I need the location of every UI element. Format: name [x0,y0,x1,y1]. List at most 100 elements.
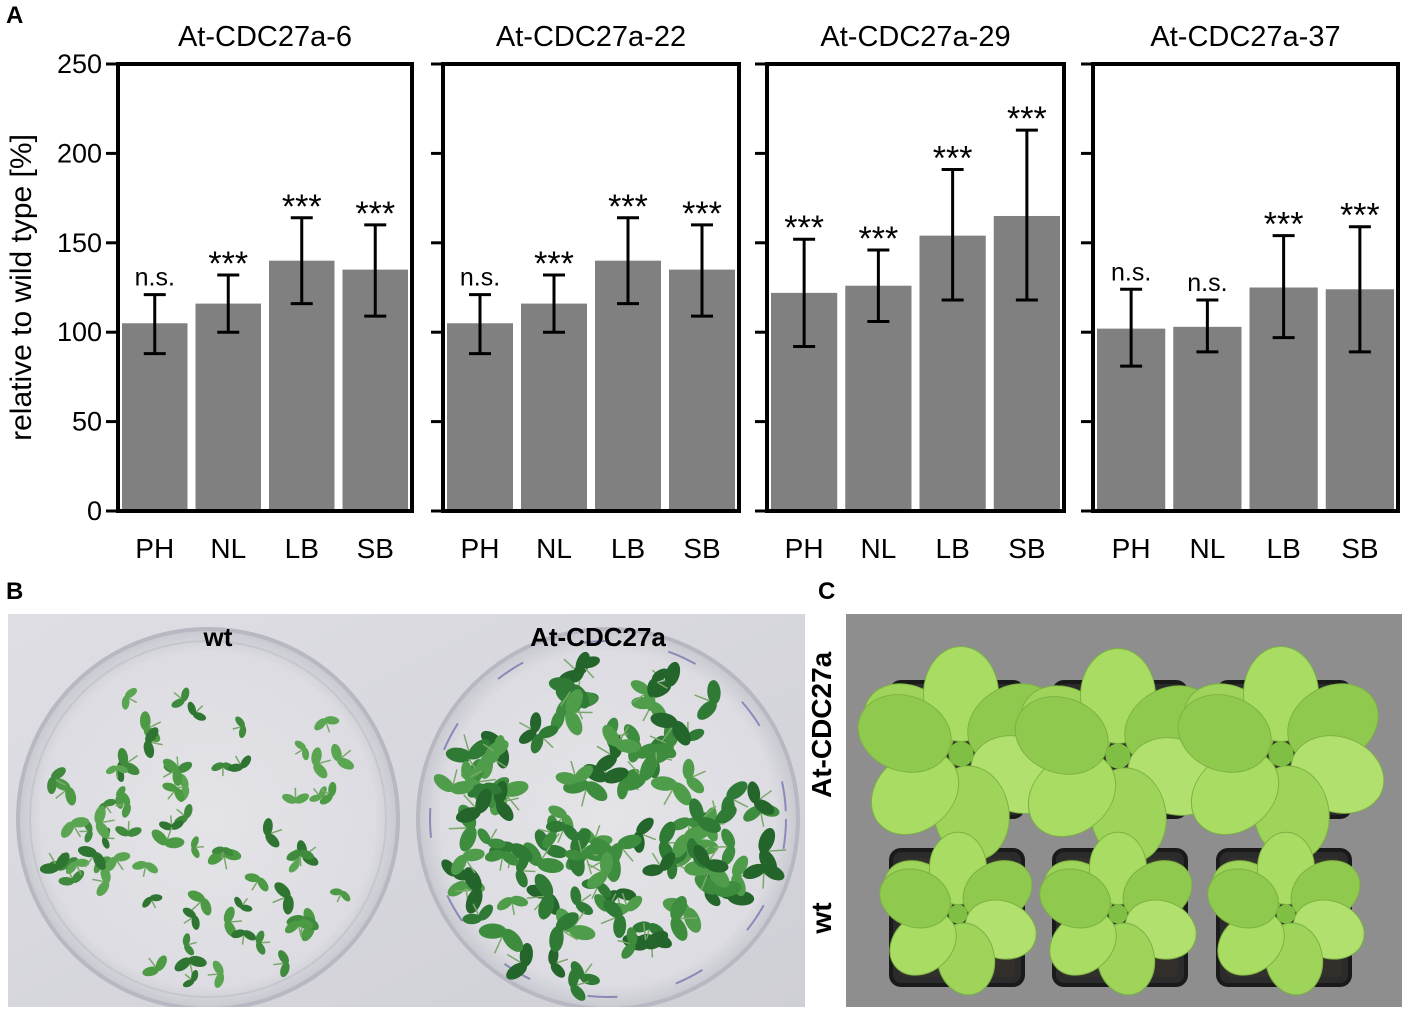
significance-label-4-LB: *** [1264,206,1304,244]
seedling [530,725,559,754]
plate-label-wt: wt [203,622,233,652]
significance-label-2-SB: *** [682,195,722,233]
x-tick-label-2-SB: SB [683,533,720,564]
seedling [262,818,283,848]
x-tick-label-1-PH: PH [135,533,174,564]
bar-4-NL [1173,326,1242,511]
seedling [182,933,197,956]
seedling [121,687,138,710]
significance-label-1-PH: n.s. [135,264,175,292]
seedling [159,815,184,831]
x-tick-label-3-NL: NL [860,533,896,564]
seedling [294,740,310,761]
seedling [462,903,494,925]
seedling [47,767,67,795]
seedling [187,701,207,721]
bar-2-NL [521,303,587,511]
bar-3-NL [845,285,912,511]
seedling [515,854,536,888]
seedling [496,895,529,916]
seedling [132,860,158,878]
seedling [636,743,677,768]
seedling [477,828,506,849]
significance-label-1-LB: *** [282,188,322,226]
x-tick-label-1-SB: SB [357,533,394,564]
petri-dish-mutant [416,627,800,1007]
seedling [433,769,474,795]
x-tick-label-3-LB: LB [936,533,970,564]
seedling [272,882,294,915]
significance-label-1-NL: *** [208,245,248,283]
x-tick-label-2-PH: PH [461,533,500,564]
seedling [630,680,656,711]
seedling [52,778,77,806]
seedling [600,899,627,939]
petri-dish-wt-rim [29,640,387,998]
x-tick-label-2-LB: LB [611,533,645,564]
seedling [142,955,167,977]
row-label-mutant: At-CDC27a [806,651,837,798]
chart-title-3: At-CDC27a-29 [820,21,1010,53]
petri-dish-photo: wt At-CDC27a [8,614,805,1007]
seedling [694,680,721,720]
significance-label-4-NL: n.s. [1187,269,1227,297]
y-tick-label-150: 150 [57,228,102,258]
leaf [857,694,952,773]
seedling [713,828,736,866]
petri-dish-mutant-rim [429,640,787,998]
plate-label-mutant: At-CDC27a [530,622,666,652]
seedling [174,955,207,977]
seedling [115,820,142,837]
bar-1-NL [195,303,261,511]
seedling [77,846,106,870]
y-tick-label-250: 250 [57,49,102,79]
seedling [617,927,638,959]
chart-title-4: At-CDC27a-37 [1150,21,1340,53]
leaf [1014,696,1109,775]
x-tick-label-3-PH: PH [785,533,824,564]
seedling [65,858,90,875]
significance-label-2-LB: *** [608,188,648,226]
significance-label-4-PH: n.s. [1111,258,1151,286]
row-label-wt: wt [806,902,837,934]
x-tick-label-1-LB: LB [285,533,319,564]
plant-center [1108,904,1128,924]
chart-title-1: At-CDC27a-6 [178,21,352,53]
seedling [94,805,115,839]
seedlings-mutant [433,651,786,1001]
seedling [162,758,183,786]
seedling [182,907,200,930]
seedling [190,836,204,858]
seedling [570,886,594,915]
seedling [115,792,131,818]
bar-chart-panel: At-CDC27a-6 n.s. PH *** NL *** LB *** SB 0 50 100 15… [5,21,1400,564]
y-tick-label-200: 200 [57,138,102,168]
seedling [311,747,332,779]
seedling [282,787,310,804]
significance-label-2-NL: *** [534,245,574,283]
tobacco-plants-photo [846,614,1402,1007]
chart-frame-4 [1091,62,1400,513]
significance-label-4-SB: *** [1340,197,1380,235]
seedling [151,826,185,849]
seedling [451,848,485,876]
significance-label-3-SB: *** [1007,100,1047,138]
seedling [478,923,524,954]
seedling [650,712,691,746]
seedling [207,960,225,988]
seedling [232,716,247,739]
seedling [568,968,589,1001]
x-tick-label-4-SB: SB [1341,533,1378,564]
seedlings-wt [39,687,354,988]
seedling [572,656,600,683]
x-tick-label-4-PH: PH [1112,533,1151,564]
seedling [545,820,579,843]
seedling [143,727,163,759]
seedling [244,873,269,892]
seedling [647,668,669,698]
y-axis-label: relative to wild type [%] [5,134,38,441]
seedling [234,896,253,912]
seedling [549,912,579,953]
petri-dish-wt [16,627,400,1007]
seedling [455,788,492,823]
